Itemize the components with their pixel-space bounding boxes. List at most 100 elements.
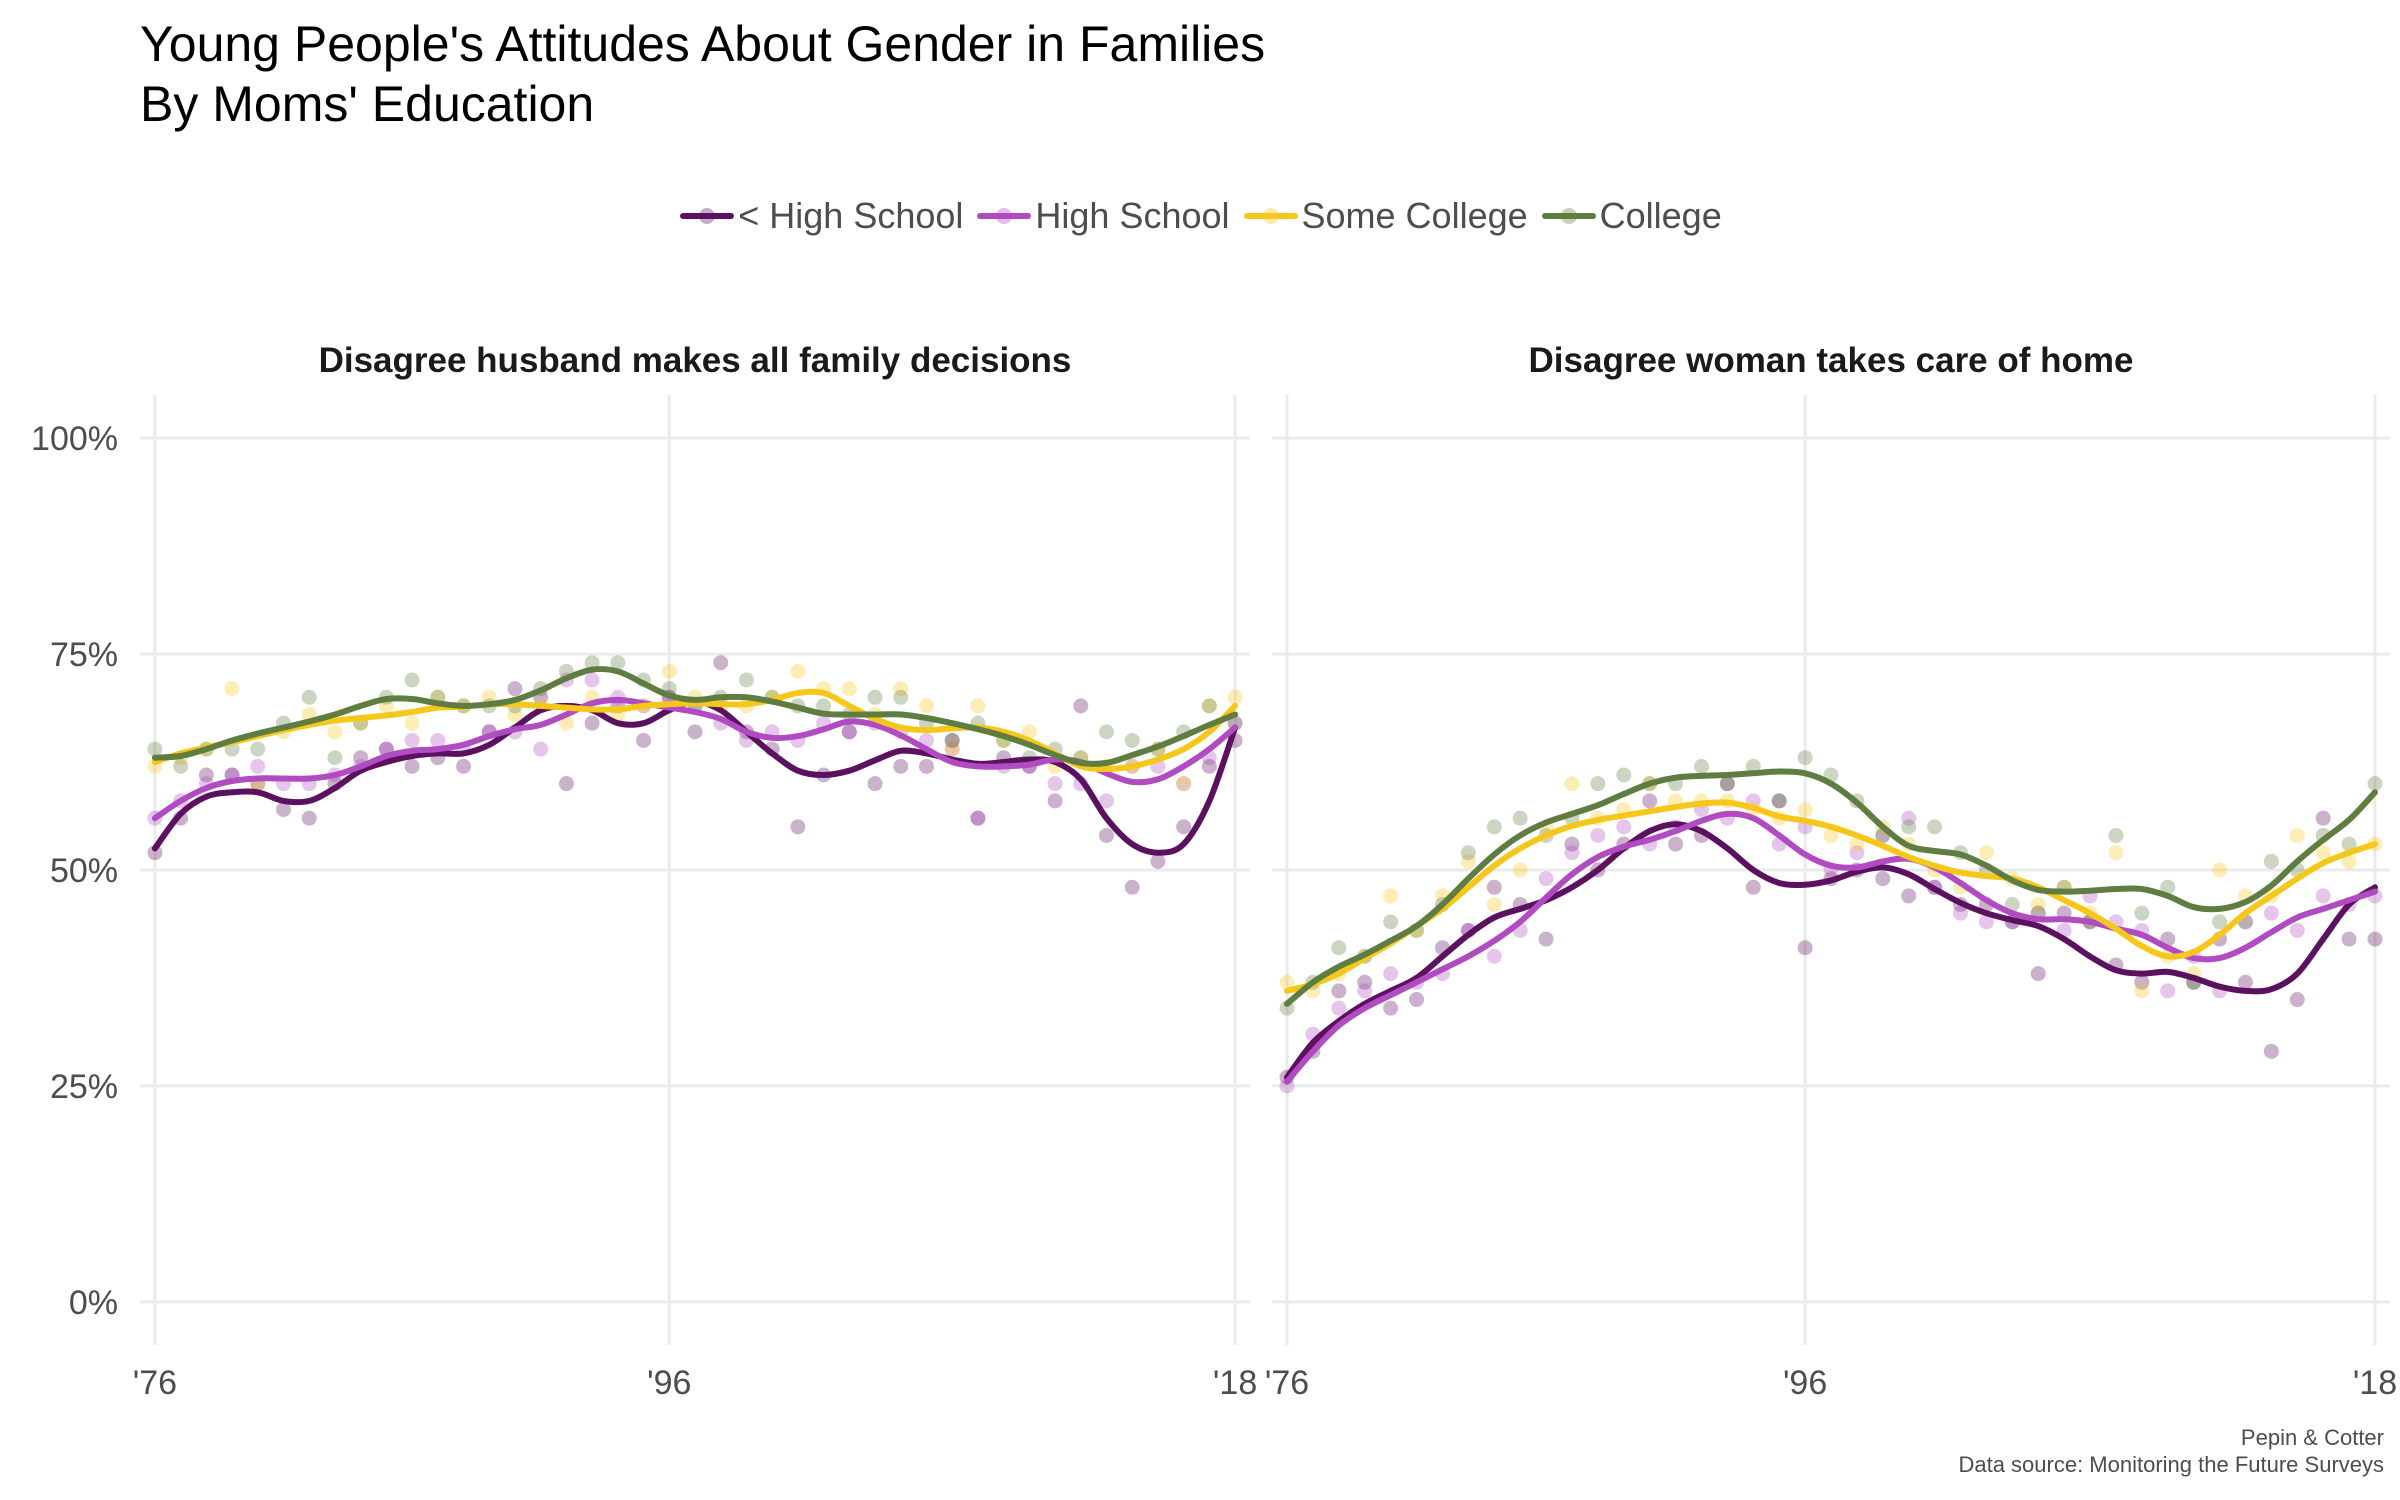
y-tick-label: 75% [50, 636, 118, 674]
data-point [1460, 853, 1476, 869]
data-point [1176, 819, 1192, 835]
data-point [507, 681, 523, 697]
panel-title: Disagree husband makes all family decisi… [319, 341, 1072, 380]
data-point [1176, 776, 1192, 792]
data-point [867, 689, 883, 705]
data-point [2289, 827, 2305, 843]
data-point [944, 741, 960, 757]
data-point [2263, 1043, 2279, 1059]
data-point [2030, 966, 2046, 982]
data-point [1201, 698, 1217, 714]
legend-key-some-college [1242, 196, 1300, 236]
data-point [2341, 836, 2357, 852]
data-point [404, 758, 420, 774]
data-point [1719, 776, 1735, 792]
data-point [841, 724, 857, 740]
data-point [224, 681, 240, 697]
legend-item-lt-high-school: < High School [678, 195, 963, 237]
data-point [353, 750, 369, 766]
data-point [1719, 776, 1735, 792]
data-point [1098, 793, 1114, 809]
data-point [841, 724, 857, 740]
data-point [1978, 914, 1994, 930]
data-point [738, 672, 754, 688]
data-point [1953, 905, 1969, 921]
data-point [301, 689, 317, 705]
data-point [276, 802, 292, 818]
data-point [456, 758, 472, 774]
caption-source: Data source: Monitoring the Future Surve… [1958, 1452, 2384, 1477]
y-tick-label: 100% [31, 420, 118, 458]
data-point [2367, 776, 2383, 792]
data-point [2030, 897, 2046, 913]
x-tick-label: '96 [1783, 1364, 1827, 1402]
data-point [301, 810, 317, 826]
data-point [1668, 836, 1684, 852]
legend-item-high-school: High School [975, 195, 1230, 237]
legend-item-some-college: Some College [1242, 195, 1528, 237]
chart-title-line-1: Young People's Attitudes About Gender in… [140, 16, 1266, 72]
data-point [147, 845, 163, 861]
legend-label-college: College [1599, 195, 1722, 236]
data-point [1047, 776, 1063, 792]
data-point [173, 758, 189, 774]
data-point [1978, 845, 1994, 861]
data-point [1383, 914, 1399, 930]
data-point [1279, 974, 1295, 990]
data-point [867, 776, 883, 792]
data-point [1538, 931, 1554, 947]
data-point [2367, 931, 2383, 947]
data-point [1849, 845, 1865, 861]
data-point [893, 681, 909, 697]
chart-title-line-2: By Moms' Education [140, 76, 595, 132]
data-point [944, 741, 960, 757]
data-point [1201, 698, 1217, 714]
data-point [610, 655, 626, 671]
data-point [2263, 853, 2279, 869]
data-point [404, 732, 420, 748]
data-point [2237, 974, 2253, 990]
trend-line-lt-high-school [1284, 821, 2378, 1081]
data-point [1642, 793, 1658, 809]
data-point [1486, 948, 1502, 964]
trend-line-some-college [1284, 799, 2378, 994]
legend-label-high-school: High School [1035, 195, 1230, 236]
data-point [147, 741, 163, 757]
data-point [1021, 724, 1037, 740]
data-point [2212, 914, 2228, 930]
data-point [1383, 888, 1399, 904]
panel-title: Disagree woman takes care of home [1529, 341, 2134, 380]
data-point [1279, 1078, 1295, 1094]
data-point [636, 732, 652, 748]
data-point [1073, 698, 1089, 714]
data-point [1927, 819, 1943, 835]
data-point [1486, 897, 1502, 913]
legend-item-college: College [1540, 195, 1722, 237]
data-point [1693, 758, 1709, 774]
legend-key-college [1540, 196, 1598, 236]
y-tick-label: 50% [50, 852, 118, 890]
data-point [713, 655, 729, 671]
x-tick-label: '18 [2353, 1364, 2397, 1402]
legend-label-some-college: Some College [1301, 195, 1528, 236]
data-point [430, 732, 446, 748]
data-point [1564, 845, 1580, 861]
data-point [1901, 819, 1917, 835]
data-point [970, 698, 986, 714]
data-point [1486, 819, 1502, 835]
data-point [1564, 836, 1580, 852]
data-point [1745, 879, 1761, 895]
data-point [558, 715, 574, 731]
trend-line-high-school [1284, 810, 2378, 1085]
data-point [1590, 776, 1606, 792]
data-point [404, 672, 420, 688]
data-point [1409, 992, 1425, 1008]
data-point [533, 741, 549, 757]
data-point [2315, 888, 2331, 904]
data-point [2108, 845, 2124, 861]
trend-line-college [1284, 768, 2378, 1007]
data-point [327, 724, 343, 740]
data-point [2160, 983, 2176, 999]
panel-1: Disagree husband makes all family decisi… [133, 341, 1257, 1402]
data-point [250, 758, 266, 774]
